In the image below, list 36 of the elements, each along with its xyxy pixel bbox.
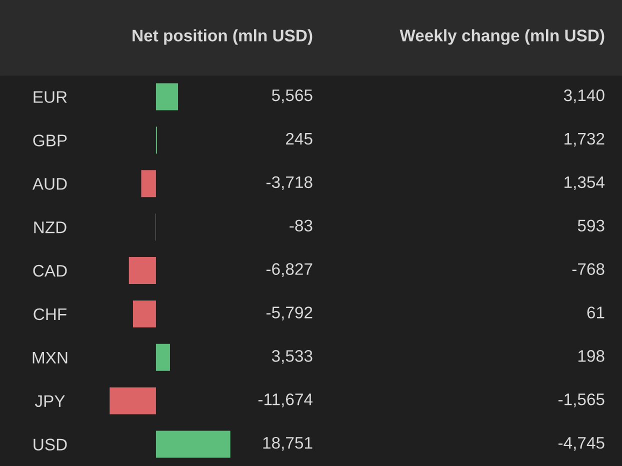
data-label: 1,354 — [564, 176, 605, 190]
chart-title: Net position (mln USD) — [132, 29, 312, 45]
bar — [156, 430, 230, 458]
y-tick-label: AUD — [32, 178, 67, 190]
data-label: -3,718 — [266, 176, 312, 190]
data-label: 5,565 — [272, 89, 312, 104]
data-label: -6,827 — [266, 263, 312, 277]
bar — [141, 170, 156, 198]
data-label: -11,674 — [258, 394, 313, 408]
y-tick-label: MXN — [32, 352, 68, 364]
data-label: -5,792 — [266, 306, 312, 320]
y-tick-label: CAD — [33, 264, 67, 277]
data-label: 61 — [587, 306, 604, 318]
data-label: 198 — [578, 350, 604, 362]
y-tick-label: NZD — [34, 222, 66, 234]
bar — [128, 257, 156, 284]
data-label: -4,745 — [558, 437, 604, 451]
bar — [156, 83, 178, 110]
y-tick-label: GBP — [33, 134, 67, 146]
data-label: 18,751 — [263, 436, 312, 451]
data-label: 1,732 — [564, 132, 604, 147]
data-label: -83 — [290, 220, 312, 232]
bar — [110, 387, 156, 414]
text: Weekly change (mln USD) — [400, 29, 604, 45]
data-label: 245 — [286, 132, 312, 145]
y-tick-label: JPY — [34, 395, 65, 408]
data-label: 3,140 — [564, 89, 604, 104]
y-tick-label: USD — [34, 438, 67, 450]
data-label: 593 — [578, 220, 604, 232]
data-label: -768 — [572, 263, 604, 275]
bar — [132, 300, 156, 328]
y-tick-label: EUR — [34, 91, 67, 103]
data-label: -1,565 — [558, 394, 604, 408]
y-tick-label: CHF — [34, 308, 66, 320]
bar — [156, 344, 170, 371]
data-label: 3,533 — [272, 350, 312, 364]
